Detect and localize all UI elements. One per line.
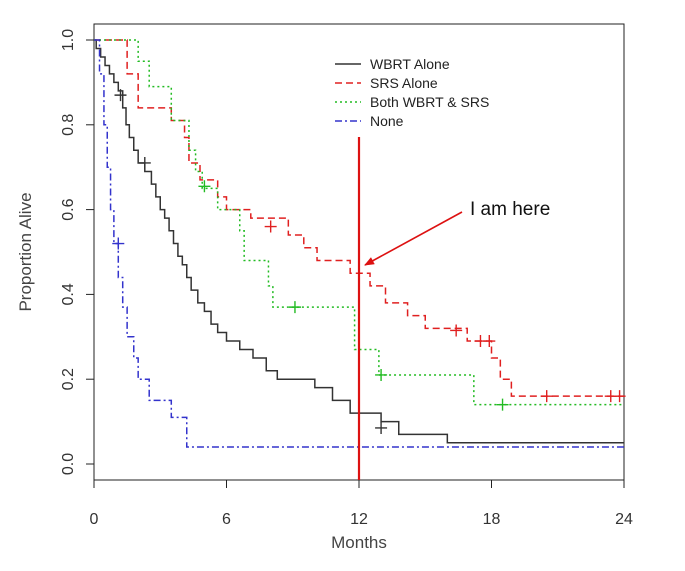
x-tick-label: 0 [90, 511, 99, 528]
series-line [94, 39, 624, 397]
x-axis: 0 6 12 18 24 [90, 480, 633, 528]
legend-item: Both WBRT & SRS [335, 94, 489, 110]
censor-mark [114, 89, 127, 102]
y-tick-label: 0.8 [60, 114, 77, 136]
censor-mark [138, 156, 151, 169]
x-axis-title: Months [331, 533, 387, 552]
series-both-wbrt-srs [94, 39, 624, 411]
legend-label: None [370, 113, 404, 129]
censor-mark [198, 180, 211, 193]
censor-mark [483, 335, 496, 348]
y-axis-title: Proportion Alive [16, 192, 35, 311]
series-srs-alone [94, 39, 626, 403]
y-tick-label: 0.0 [60, 453, 77, 475]
censor-mark [496, 398, 509, 411]
censor-mark [613, 390, 626, 403]
y-tick-label: 0.6 [60, 198, 77, 220]
y-tick-label: 0.2 [60, 368, 77, 390]
series-line [94, 39, 624, 406]
x-tick-label: 24 [615, 511, 633, 528]
series-layer [94, 39, 626, 448]
legend-label: Both WBRT & SRS [370, 94, 489, 110]
legend-item: None [335, 113, 404, 129]
censor-mark [264, 220, 277, 233]
censor-mark [375, 421, 388, 434]
annotation-label: I am here [470, 199, 550, 220]
legend: WBRT Alone SRS Alone Both WBRT & SRS None [335, 56, 489, 129]
y-tick-label: 0.4 [60, 283, 77, 305]
x-tick-label: 6 [222, 511, 231, 528]
y-tick-label: 1.0 [60, 29, 77, 51]
censor-mark [375, 368, 388, 381]
annotation-layer: I am here [357, 137, 550, 480]
y-axis: 0.0 0.2 0.4 0.6 0.8 1.0 [60, 29, 94, 475]
series-line [94, 39, 624, 448]
annotation-arrow [364, 211, 463, 266]
x-tick-label: 18 [483, 511, 501, 528]
censor-mark [540, 390, 553, 403]
legend-label: WBRT Alone [370, 56, 450, 72]
legend-item: WBRT Alone [335, 56, 450, 72]
censor-mark [112, 237, 125, 250]
legend-item: SRS Alone [335, 75, 438, 91]
series-none [94, 39, 624, 448]
series-wbrt-alone [94, 39, 624, 444]
x-tick-label: 12 [350, 511, 368, 528]
censor-mark [288, 301, 301, 314]
censor-mark [450, 324, 463, 337]
legend-label: SRS Alone [370, 75, 438, 91]
